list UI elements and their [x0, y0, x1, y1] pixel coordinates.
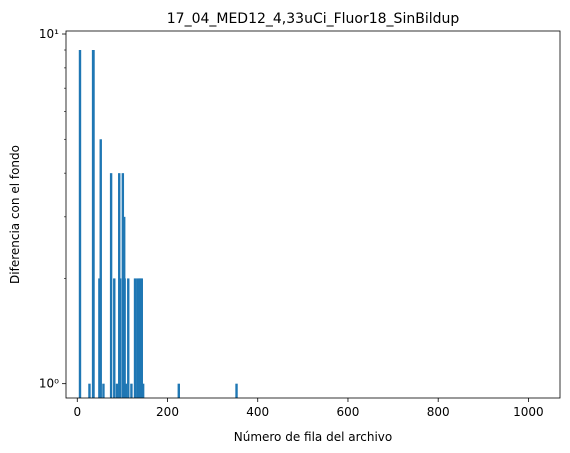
- chart-title: 17_04_MED12_4,33uCi_Fluor18_SinBildup: [167, 11, 460, 27]
- bar-17: [130, 383, 133, 398]
- y-axis: 10⁰ 10¹: [39, 27, 66, 391]
- x-axis-label: Número de fila del archivo: [234, 430, 393, 444]
- y-axis-label: Diferencia con el fondo: [8, 145, 22, 284]
- bar-12: [121, 173, 125, 398]
- bar-25: [235, 383, 238, 398]
- bar-0: [78, 50, 82, 398]
- bar-15: [124, 383, 128, 398]
- x-tick-label: 400: [246, 405, 269, 419]
- bar-21: [139, 278, 142, 398]
- bar-22: [140, 278, 143, 398]
- y-tick-label: 10⁰: [39, 377, 59, 391]
- bar-4: [98, 278, 101, 398]
- bar-9: [115, 383, 119, 398]
- bar-6: [102, 383, 105, 398]
- bar-18: [133, 278, 137, 398]
- plot-frame: [65, 30, 561, 399]
- bar-23: [141, 383, 145, 398]
- x-tick-label: 0: [73, 405, 81, 419]
- bar-5: [99, 139, 102, 398]
- x-tick-label: 600: [337, 405, 360, 419]
- bar-20: [137, 278, 141, 398]
- y-tick-label: 10¹: [39, 27, 59, 41]
- bar-19: [136, 278, 139, 398]
- x-tick-label: 1000: [513, 405, 544, 419]
- bar-24: [177, 383, 180, 398]
- x-axis: 0 200 400 600 800 1000: [73, 398, 544, 419]
- bar-group: [78, 50, 238, 398]
- plot-background: [66, 31, 560, 398]
- bar-8: [113, 278, 116, 398]
- bar-1: [88, 383, 91, 398]
- x-tick-label: 800: [427, 405, 450, 419]
- x-tick-label: 200: [156, 405, 179, 419]
- bar-16: [127, 278, 130, 398]
- bar-14: [123, 278, 126, 398]
- bar-3: [92, 50, 95, 398]
- bar-7: [109, 173, 113, 398]
- bar-11: [118, 278, 122, 398]
